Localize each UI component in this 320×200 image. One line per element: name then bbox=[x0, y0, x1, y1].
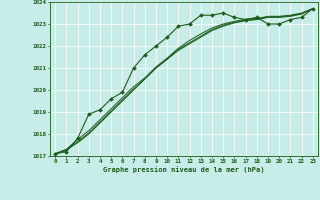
X-axis label: Graphe pression niveau de la mer (hPa): Graphe pression niveau de la mer (hPa) bbox=[103, 166, 265, 173]
